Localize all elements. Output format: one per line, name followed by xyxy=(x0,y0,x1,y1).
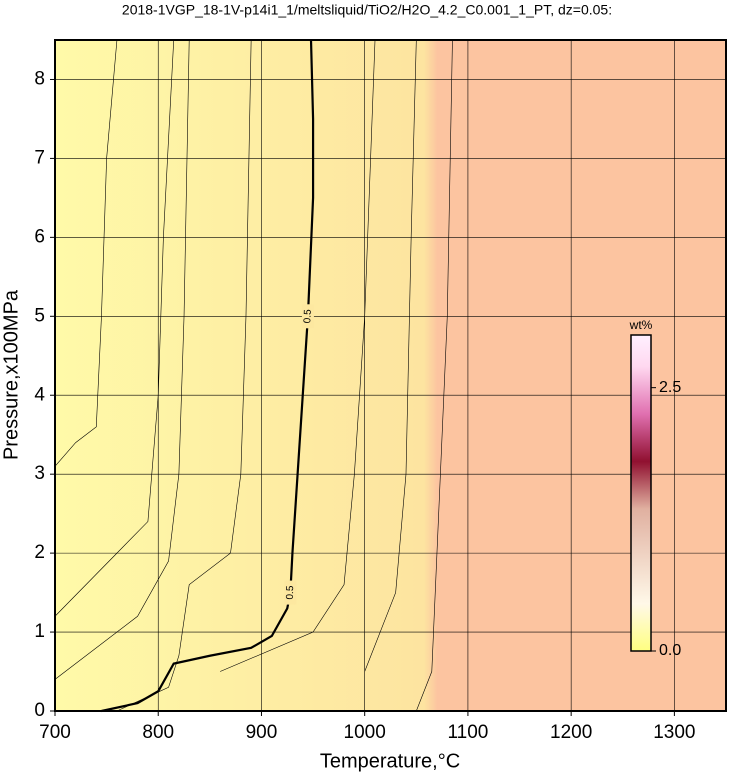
contour-label-bg xyxy=(284,580,297,605)
thin-contour xyxy=(116,39,252,712)
y-tick-label: 3 xyxy=(34,463,45,484)
x-tick-label: 1000 xyxy=(344,722,386,743)
thin-contour xyxy=(54,39,190,680)
x-tick-label: 1300 xyxy=(653,722,695,743)
y-tick-label: 5 xyxy=(34,305,45,326)
thin-contour xyxy=(54,39,118,467)
thin-contour xyxy=(220,39,376,672)
y-tick-label: 8 xyxy=(34,68,45,89)
y-tick-label: 0 xyxy=(34,700,45,721)
contour-label-bg xyxy=(301,304,314,329)
y-tick-label: 1 xyxy=(34,621,45,642)
colorbar-tick-label: 0.0 xyxy=(659,642,681,659)
thin-contour xyxy=(54,39,175,617)
colorbar xyxy=(630,334,652,652)
x-tick-label: 1200 xyxy=(550,722,592,743)
y-tick-label: 4 xyxy=(34,384,45,405)
chart-title: 2018-1VGP_18-1V-p14i1_1/meltsliquid/TiO2… xyxy=(122,2,612,18)
contour-label: 0.5 xyxy=(285,585,296,600)
x-axis-label: Temperature,°C xyxy=(320,750,460,772)
y-tick-label: 2 xyxy=(34,542,45,563)
colorbar-label: wt% xyxy=(629,318,653,332)
x-tick-label: 1100 xyxy=(447,722,488,743)
x-tick-label: 700 xyxy=(39,722,71,743)
colorbar-tick-label: 2.5 xyxy=(659,379,681,396)
y-axis-label: Pressure,x100MPa xyxy=(0,289,22,460)
plot-frame xyxy=(54,39,727,712)
contour-label: 0.5 xyxy=(302,309,313,324)
y-tick-label: 7 xyxy=(34,147,45,168)
y-tick-label: 6 xyxy=(34,226,45,247)
x-tick-label: 800 xyxy=(142,722,174,743)
x-tick-label: 900 xyxy=(246,722,278,743)
plot-background xyxy=(55,40,726,711)
